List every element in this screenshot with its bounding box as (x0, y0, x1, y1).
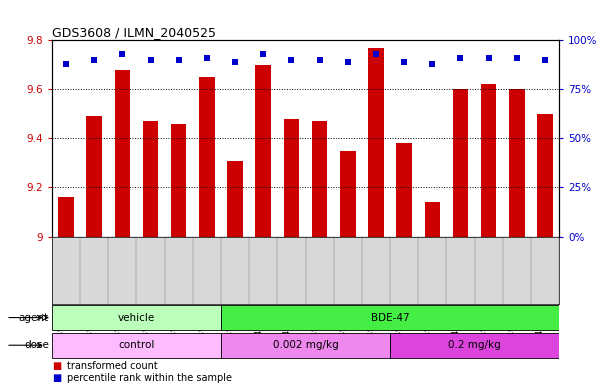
Text: control: control (119, 340, 155, 350)
Bar (509, 89, 525, 237)
Point (315, 57, 324, 63)
Text: BDE-47: BDE-47 (371, 313, 409, 323)
Point (287, 57, 296, 63)
Text: 0.2 mg/kg: 0.2 mg/kg (448, 340, 501, 350)
Text: GDS3608 / ILMN_2040525: GDS3608 / ILMN_2040525 (52, 26, 216, 39)
Bar (58, 197, 74, 237)
Bar (221, 333, 390, 358)
Bar (390, 333, 559, 358)
Bar (143, 121, 158, 237)
Bar (171, 124, 186, 237)
Point (174, 57, 184, 63)
Text: transformed count: transformed count (67, 361, 158, 371)
Bar (115, 70, 130, 237)
Bar (227, 161, 243, 237)
Point (230, 59, 240, 65)
Text: dose: dose (24, 340, 49, 350)
Bar (537, 114, 553, 237)
Text: 0.002 mg/kg: 0.002 mg/kg (273, 340, 338, 350)
Point (117, 51, 127, 57)
Text: ■: ■ (52, 373, 61, 383)
Point (89, 57, 99, 63)
Text: agent: agent (19, 313, 49, 323)
Bar (199, 77, 214, 237)
Point (540, 57, 550, 63)
Bar (425, 202, 440, 237)
Bar (221, 305, 559, 330)
Point (145, 57, 155, 63)
Text: ■: ■ (52, 361, 61, 371)
Bar (284, 119, 299, 237)
Text: vehicle: vehicle (118, 313, 155, 323)
Point (61, 61, 71, 67)
Text: percentile rank within the sample: percentile rank within the sample (67, 373, 232, 383)
Bar (368, 48, 384, 237)
Point (258, 51, 268, 57)
Bar (312, 121, 327, 237)
Point (484, 55, 494, 61)
Bar (52, 305, 221, 330)
Bar (397, 143, 412, 237)
Point (428, 61, 437, 67)
Point (343, 59, 353, 65)
Point (512, 55, 522, 61)
Bar (255, 65, 271, 237)
Point (371, 51, 381, 57)
Point (456, 55, 466, 61)
Bar (340, 151, 356, 237)
Point (399, 59, 409, 65)
Bar (86, 116, 102, 237)
Bar (453, 89, 468, 237)
Bar (481, 84, 496, 237)
Bar (52, 333, 221, 358)
Point (202, 55, 212, 61)
